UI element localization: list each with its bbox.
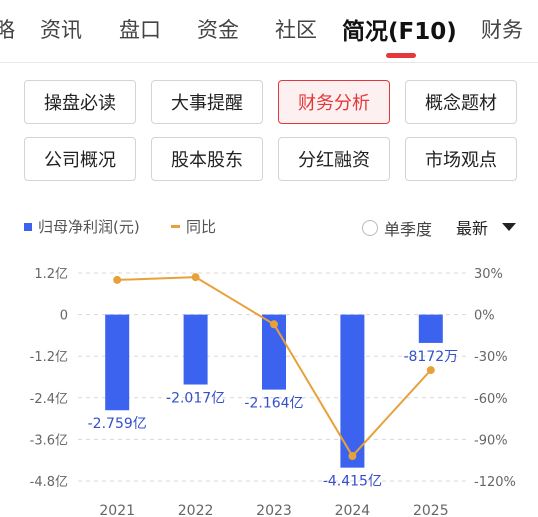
top-tab-bar: 略 资讯 盘口 资金 社区 简况(F10) 财务 [0, 0, 538, 63]
bar-2024 [340, 314, 365, 468]
quarter-toggle-label: 单季度 [384, 220, 433, 239]
line-series-swatch [171, 225, 180, 228]
btn-events[interactable]: 大事提醒 [151, 80, 263, 124]
bar-2022 [183, 314, 208, 385]
tab-finance[interactable]: 财务 [481, 18, 523, 42]
tab-funds[interactable]: 资金 [197, 18, 239, 42]
legend-net-profit: 归母净利润(元) [24, 216, 140, 237]
yoy-point-2024 [348, 452, 357, 461]
y-left-tick-label: -4.8亿 [30, 475, 68, 490]
yoy-point-2022 [191, 273, 200, 282]
radio-icon[interactable] [362, 220, 378, 236]
tab-community[interactable]: 社区 [275, 18, 317, 42]
bar-data-label: -2.017亿 [166, 391, 225, 407]
x-tick-label: 2021 [99, 503, 135, 517]
quarter-toggle[interactable]: 单季度 [362, 216, 432, 240]
y-right-tick-label: 30% [474, 267, 503, 282]
btn-dividends[interactable]: 分红融资 [278, 137, 390, 181]
x-tick-label: 2024 [335, 503, 371, 517]
legend-yoy-label: 同比 [186, 218, 217, 236]
btn-must-read[interactable]: 操盘必读 [24, 80, 136, 124]
y-left-tick-label: -2.4亿 [30, 392, 68, 407]
bar-data-label: -2.164亿 [244, 396, 303, 412]
x-tick-label: 2025 [413, 503, 449, 517]
y-left-tick-label: -1.2亿 [30, 350, 68, 365]
bar-data-label: -2.759亿 [88, 416, 147, 432]
y-right-tick-label: 0% [474, 309, 495, 324]
active-tab-indicator [386, 53, 416, 58]
sort-dropdown-label: 最新 [456, 219, 489, 238]
x-tick-label: 2023 [256, 503, 292, 517]
y-right-tick-label: -90% [474, 433, 508, 448]
bar-2021 [105, 314, 130, 411]
y-right-tick-label: -30% [474, 350, 508, 365]
net-profit-chart: 1.2亿 30% 0 0% -1.2亿 -30% -2.4亿 -60% -3.6亿 -90% -4.… [30, 267, 516, 517]
y-left-tick-label: 0 [60, 309, 68, 324]
sort-dropdown[interactable]: 最新 [456, 215, 517, 239]
yoy-point-2021 [113, 275, 122, 284]
bar-data-label: -4.415亿 [323, 474, 382, 490]
btn-company-profile[interactable]: 公司概况 [24, 137, 136, 181]
btn-concepts[interactable]: 概念题材 [405, 80, 517, 124]
y-left-tick-label: 1.2亿 [34, 267, 68, 282]
yoy-point-2023 [270, 320, 278, 329]
btn-financial-analysis[interactable]: 财务分析 [278, 80, 390, 124]
y-right-tick-label: -60% [474, 392, 508, 407]
yoy-point-2025 [426, 366, 435, 375]
bar-2025 [418, 314, 443, 343]
y-left-tick-label: -3.6亿 [30, 433, 68, 448]
tab-quotes[interactable]: 盘口 [119, 18, 161, 42]
bar-series-swatch [24, 222, 32, 231]
tab-news[interactable]: 资讯 [40, 18, 82, 42]
bar-data-label: -8172万 [403, 349, 458, 365]
tab-f10[interactable]: 简况(F10) [342, 19, 457, 45]
btn-shareholders[interactable]: 股本股东 [151, 137, 263, 181]
chevron-down-icon [502, 223, 517, 231]
legend-yoy: 同比 [171, 216, 216, 237]
legend-net-profit-label: 归母净利润(元) [38, 218, 140, 236]
y-right-tick-label: -120% [474, 475, 516, 490]
btn-market-views[interactable]: 市场观点 [405, 137, 517, 181]
tab-partial[interactable]: 略 [0, 18, 15, 42]
x-tick-label: 2022 [178, 503, 214, 517]
